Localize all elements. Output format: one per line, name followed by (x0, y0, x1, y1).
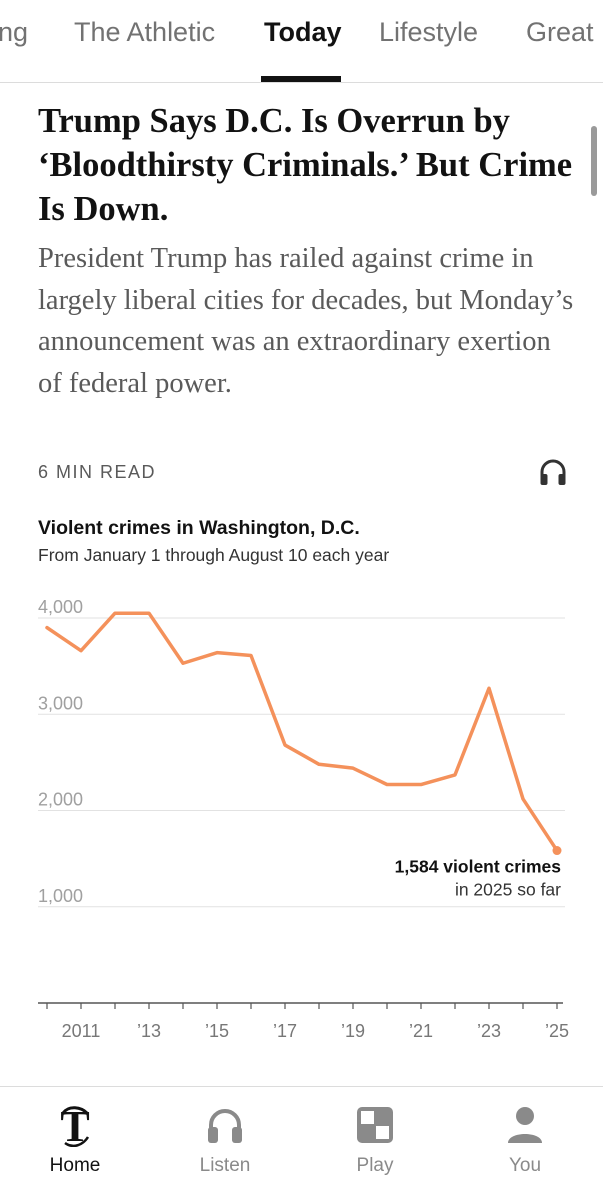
y-tick-label: 3,000 (38, 693, 83, 713)
bottom-nav-bar: T Home Listen Play You (0, 1086, 603, 1201)
data-point (317, 762, 321, 766)
latest-data-point (552, 846, 562, 856)
nav-listen[interactable]: Listen (150, 1087, 300, 1201)
data-point (283, 743, 287, 747)
nyt-logo-icon: T (60, 1103, 90, 1147)
section-tab-bar: ng The Athletic Today Lifestyle Great (0, 0, 603, 83)
annotation-value-label: 1,584 violent crimes (395, 857, 562, 877)
x-tick-label: ’21 (409, 1021, 433, 1041)
data-point (351, 766, 355, 770)
nav-you[interactable]: You (450, 1087, 600, 1201)
x-tick-label: ’19 (341, 1021, 365, 1041)
tab-today[interactable]: Today (264, 17, 342, 47)
headphones-icon (208, 1109, 242, 1143)
user-icon (508, 1107, 542, 1143)
data-point (419, 783, 423, 787)
data-point (487, 686, 491, 690)
data-point (521, 797, 525, 801)
scrollbar[interactable] (591, 126, 597, 196)
y-tick-label: 1,000 (38, 886, 83, 906)
tab-partial-left[interactable]: ng (0, 17, 29, 47)
read-time: 6 MIN READ (38, 462, 157, 482)
data-point (45, 626, 49, 630)
active-tab-indicator (261, 76, 341, 82)
data-point (385, 783, 389, 787)
data-point (215, 651, 219, 655)
tab-the-athletic[interactable]: The Athletic (74, 17, 216, 47)
data-point (79, 649, 83, 653)
x-tick-label: 2011 (62, 1021, 101, 1041)
data-point (249, 654, 253, 658)
article-headline[interactable]: Trump Says D.C. Is Overrun by ‘Bloodthir… (38, 102, 573, 228)
y-tick-label: 2,000 (38, 790, 83, 810)
data-point (113, 611, 117, 615)
nav-listen-label: Listen (199, 1155, 251, 1176)
headphones-icon (540, 459, 566, 485)
data-point (147, 611, 151, 615)
nav-home[interactable]: T Home (0, 1087, 150, 1201)
x-tick-label: ’15 (205, 1021, 229, 1041)
nav-play-label: Play (356, 1155, 394, 1176)
listen-button[interactable] (537, 456, 569, 488)
chart-subtitle: From January 1 through August 10 each ye… (38, 545, 390, 565)
tab-great[interactable]: Great (526, 17, 594, 47)
y-tick-label: 4,000 (38, 597, 83, 617)
x-tick-label: ’25 (545, 1021, 569, 1041)
x-tick-label: ’13 (137, 1021, 161, 1041)
annotation-note: in 2025 so far (455, 880, 561, 900)
x-tick-label: ’23 (477, 1021, 501, 1041)
x-tick-label: ’17 (273, 1021, 297, 1041)
nav-play[interactable]: Play (300, 1087, 450, 1201)
play-grid-icon (357, 1107, 393, 1143)
data-point (181, 661, 185, 665)
tab-lifestyle[interactable]: Lifestyle (379, 17, 479, 47)
chart-title: Violent crimes in Washington, D.C. (38, 517, 360, 539)
nav-you-label: You (508, 1155, 542, 1176)
nav-home-label: Home (49, 1155, 101, 1176)
article-summary[interactable]: President Trump has railed against crime… (38, 243, 574, 399)
data-point (453, 773, 457, 777)
series-line-violent-crimes (45, 611, 559, 853)
violent-crimes-line-chart: 4,000 3,000 2,000 1,000 2011 ’13 ’15 ’17 ’19 ’21 ’… (38, 597, 569, 1041)
